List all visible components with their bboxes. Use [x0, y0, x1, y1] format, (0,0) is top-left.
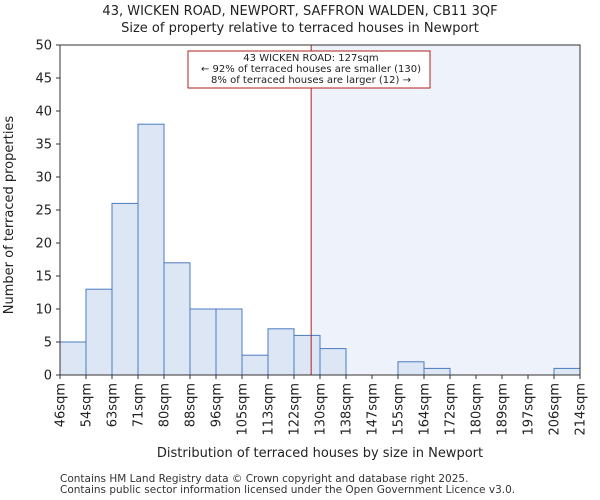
y-tick-label: 25	[35, 204, 52, 219]
x-tick-label: 155sqm	[392, 383, 407, 436]
annotation-box: 43 WICKEN ROAD: 127sqm ← 92% of terraced…	[187, 50, 431, 89]
bar-63sqm	[111, 202, 139, 376]
bar-206sqm	[553, 367, 581, 376]
x-axis-label: Distribution of terraced houses by size …	[157, 446, 483, 461]
y-ticks: 0 5 10 15 20 25 30 35 40 45 50	[35, 39, 60, 384]
y-tick-label: 10	[35, 303, 52, 318]
x-tick-label: 113sqm	[262, 383, 277, 436]
x-tick-label: 63sqm	[106, 383, 121, 427]
x-tick-label: 164sqm	[418, 383, 433, 436]
x-tick-label: 138sqm	[340, 383, 355, 436]
y-tick-label: 30	[35, 171, 52, 186]
x-tick-label: 147sqm	[366, 383, 381, 436]
x-tick-label: 46sqm	[54, 383, 69, 427]
x-tick-label: 197sqm	[522, 383, 537, 436]
x-ticks: 46sqm 54sqm 63sqm 71sqm 80sqm 88sqm 96sqm 105sq…	[54, 375, 589, 436]
y-axis-label: Number of terraced properties	[2, 116, 17, 315]
footer-line-2: Contains public sector information licen…	[60, 484, 515, 496]
x-tick-label: 80sqm	[158, 383, 173, 427]
x-tick-label: 189sqm	[496, 383, 511, 436]
x-tick-label: 54sqm	[80, 383, 95, 427]
y-tick-label: 20	[35, 237, 52, 252]
y-tick-label: 50	[35, 39, 52, 54]
x-tick-label: 122sqm	[288, 383, 303, 436]
bar-122sqm	[293, 334, 321, 376]
larger-region-shading	[311, 45, 580, 375]
bar-155sqm	[397, 361, 425, 376]
y-tick-label: 45	[35, 72, 52, 87]
x-tick-label: 88sqm	[184, 383, 199, 427]
y-tick-label: 5	[44, 336, 52, 351]
annotation-line-2: ← 92% of terraced houses are smaller (13…	[201, 64, 421, 75]
x-tick-label: 214sqm	[574, 383, 589, 436]
bar-113sqm	[267, 328, 295, 376]
x-tick-label: 105sqm	[236, 383, 251, 436]
bar-105sqm	[241, 354, 269, 376]
chart-title: 43, WICKEN ROAD, NEWPORT, SAFFRON WALDEN…	[102, 4, 497, 19]
bar-164sqm	[423, 367, 451, 376]
chart-subtitle: Size of property relative to terraced ho…	[121, 21, 479, 36]
x-tick-label: 71sqm	[132, 383, 147, 427]
bar-130sqm	[319, 348, 347, 376]
annotation-line-1: 43 WICKEN ROAD: 127sqm	[243, 53, 378, 64]
bar-54sqm	[85, 288, 113, 376]
y-tick-label: 35	[35, 138, 52, 153]
x-tick-label: 206sqm	[548, 383, 563, 436]
bar-80sqm	[163, 262, 191, 376]
y-tick-label: 15	[35, 270, 52, 285]
annotation-frame	[187, 50, 431, 89]
bar-46sqm	[59, 341, 87, 376]
bar-96sqm	[215, 308, 243, 376]
footer-line-1: Contains HM Land Registry data © Crown c…	[60, 473, 468, 485]
x-tick-label: 180sqm	[470, 383, 485, 436]
y-tick-label: 0	[44, 369, 52, 384]
x-tick-label: 96sqm	[210, 383, 225, 427]
x-tick-label: 130sqm	[314, 383, 329, 436]
annotation-line-3: 8% of terraced houses are larger (12) →	[211, 75, 411, 86]
x-tick-label: 172sqm	[444, 383, 459, 436]
bars	[59, 123, 581, 376]
y-tick-label: 40	[35, 105, 52, 120]
bar-88sqm	[189, 308, 217, 376]
bar-71sqm	[137, 123, 165, 376]
